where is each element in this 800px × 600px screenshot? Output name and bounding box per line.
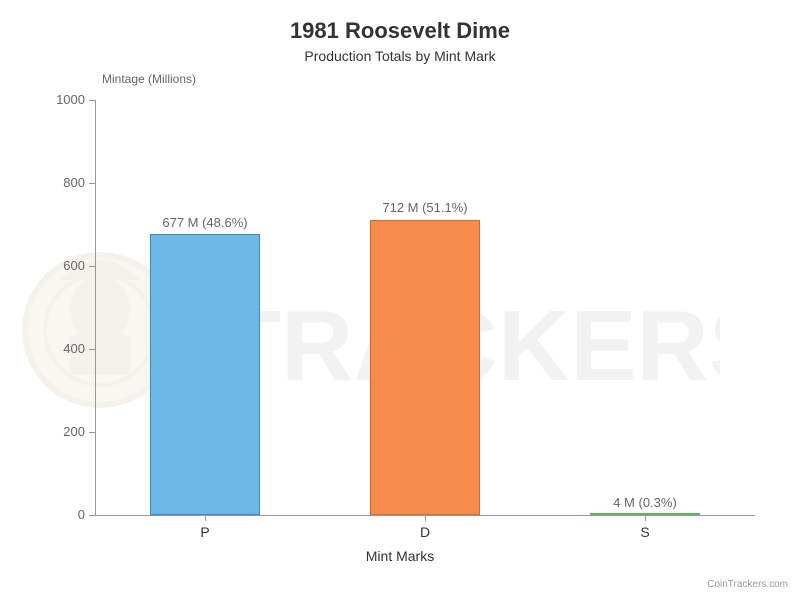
bar-label-p: 677 M (48.6%) (135, 215, 275, 230)
y-tick-mark (89, 349, 95, 350)
y-tick-mark (89, 515, 95, 516)
bar-p (150, 234, 260, 515)
attribution: CoinTrackers.com (707, 579, 788, 590)
bar-d (370, 220, 480, 515)
bar-label-s: 4 M (0.3%) (575, 495, 715, 510)
y-axis-title: Mintage (Millions) (102, 72, 196, 86)
y-tick-label: 1000 (40, 92, 85, 107)
chart-subtitle: Production Totals by Mint Mark (0, 44, 800, 64)
x-tick-label-s: S (620, 524, 670, 540)
y-tick-mark (89, 183, 95, 184)
y-tick-label: 800 (40, 175, 85, 190)
x-axis-title: Mint Marks (0, 548, 800, 564)
y-tick-mark (89, 100, 95, 101)
x-tick-mark (425, 515, 426, 521)
y-tick-label: 0 (40, 507, 85, 522)
y-tick-label: 600 (40, 258, 85, 273)
chart-title: 1981 Roosevelt Dime (0, 0, 800, 44)
plot-area: 0 200 400 600 800 1000 677 M (48.6%) 712… (95, 100, 755, 515)
y-axis-line (95, 100, 96, 515)
x-tick-label-d: D (400, 524, 450, 540)
x-tick-mark (205, 515, 206, 521)
y-tick-label: 200 (40, 424, 85, 439)
y-tick-mark (89, 432, 95, 433)
bar-label-d: 712 M (51.1%) (355, 200, 495, 215)
chart-container: TRACKERS 1981 Roosevelt Dime Production … (0, 0, 800, 600)
y-tick-mark (89, 266, 95, 267)
x-tick-label-p: P (180, 524, 230, 540)
y-tick-label: 400 (40, 341, 85, 356)
x-tick-mark (645, 515, 646, 521)
